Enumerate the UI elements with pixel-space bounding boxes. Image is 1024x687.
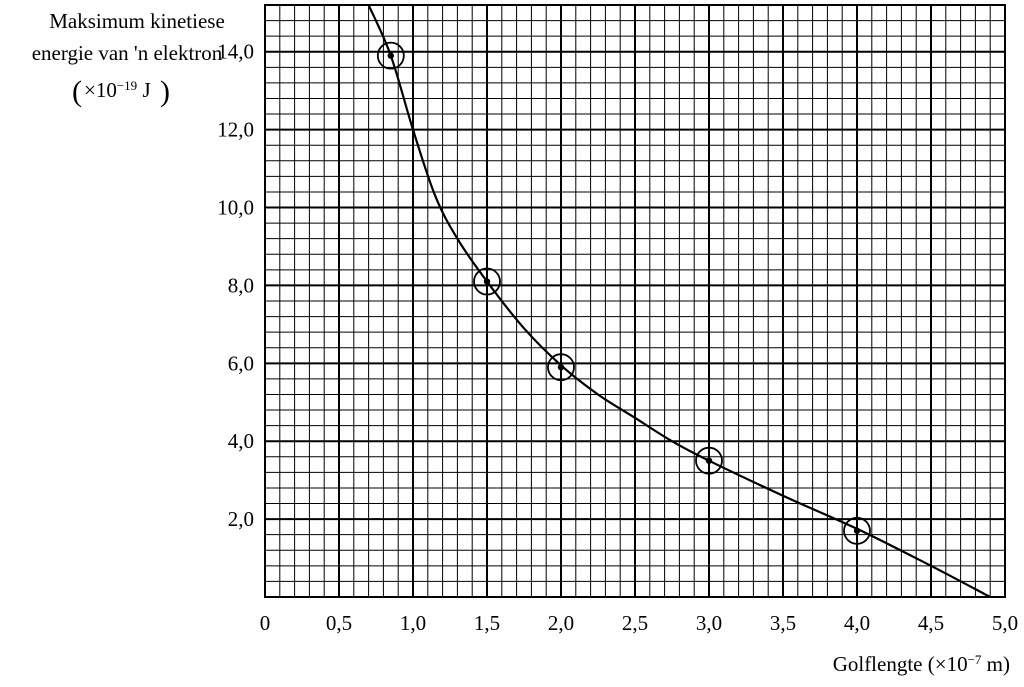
data-point-dot [705,457,713,464]
plot-frame [264,4,1006,598]
fitted-curve [367,4,991,598]
y-tick-label: 4,0 [228,429,254,453]
data-point-ring [376,41,405,70]
y-axis-unit: ( ×10−19 J ) [72,75,170,108]
y-tick-label: 14,0 [217,40,254,64]
x-tick-labels: 0 0,5 1,0 1,5 2,0 2,5 3,0 3,5 4,0 4,5 5,0 [260,611,1018,635]
y-unit-close-paren: ) [160,75,170,108]
y-axis-unit-label: ×10−19 J [84,78,151,103]
y-tick-label: 6,0 [228,351,254,375]
y-tick-label: 10,0 [217,196,254,220]
x-tick-label: 3,5 [770,611,796,635]
y-axis-label-line2: energie van 'n elektron [32,41,223,65]
data-point-ring [843,516,871,545]
y-tick-labels: 2,0 4,0 6,0 8,0 10,0 12,0 14,0 [217,40,254,531]
data-point-dot [483,278,491,285]
x-tick-label: 2,5 [622,611,648,635]
x-tick-label: 1,0 [400,611,426,635]
data-point-dot [557,364,565,371]
data-point [376,41,405,70]
x-tick-label: 5,0 [992,611,1018,635]
data-point-dot [387,52,394,59]
data-point [695,446,723,475]
data-points [376,41,871,545]
data-point-ring [547,353,575,382]
x-tick-label: 2,0 [548,611,574,635]
data-point-ring [695,446,723,475]
x-tick-label: 3,0 [696,611,722,635]
y-tick-label: 12,0 [217,118,254,142]
x-tick-label: 1,5 [474,611,500,635]
chart-grid [264,4,1006,598]
data-point [547,353,575,382]
x-tick-label: 0,5 [326,611,352,635]
y-tick-label: 8,0 [228,273,254,297]
x-axis-label: Golflengte (×10−7 m) [833,652,1010,677]
x-tick-label: 4,5 [918,611,944,635]
data-point [473,267,501,296]
data-point-dot [853,527,861,534]
x-tick-label: 0 [260,611,271,635]
x-tick-label: 4,0 [844,611,870,635]
y-axis-label-line1: Maksimum kinetiese [49,9,225,33]
data-point-ring [473,267,501,296]
y-unit-open-paren: ( [72,75,82,108]
y-tick-label: 2,0 [228,507,254,531]
data-point [843,516,871,545]
